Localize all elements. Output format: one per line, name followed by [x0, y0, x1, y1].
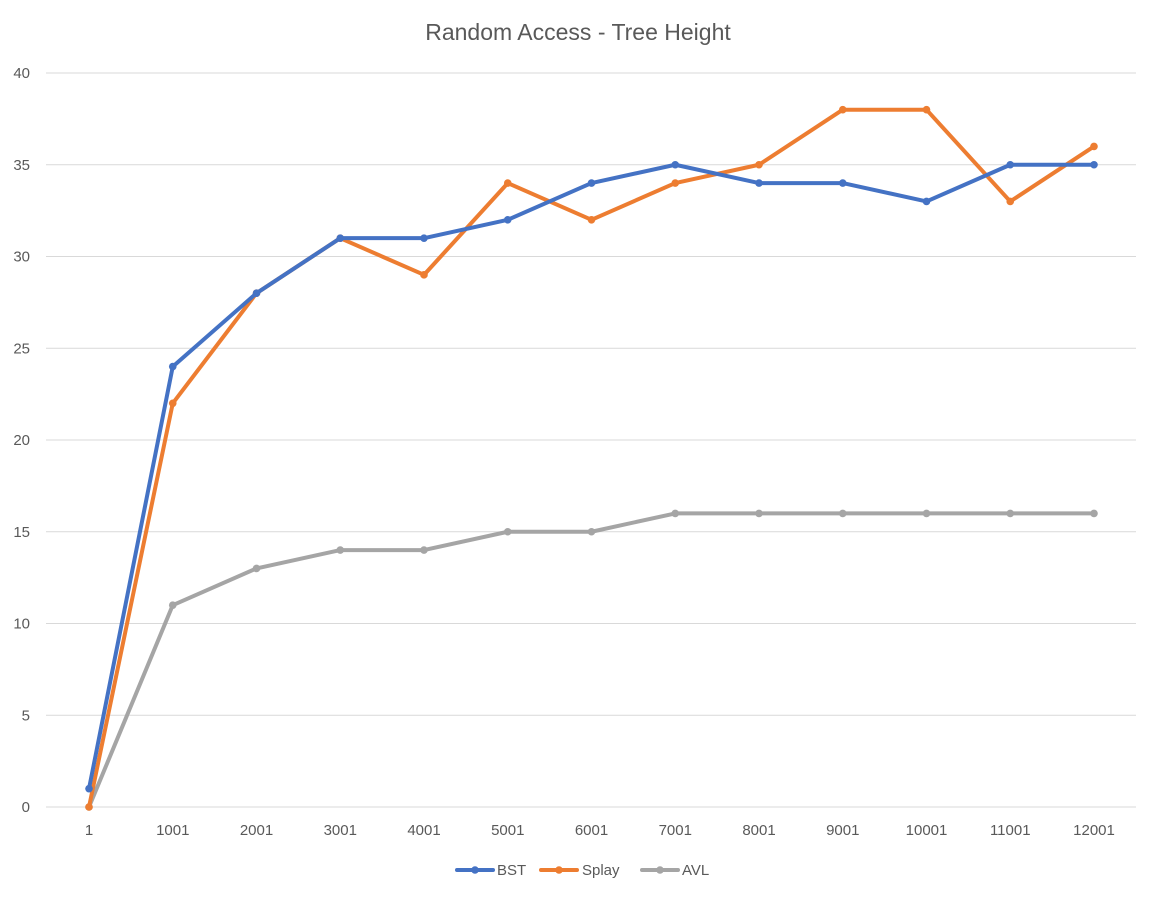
y-tick-label: 40	[13, 65, 30, 82]
series-line-avl	[87, 511, 1096, 809]
y-tick-label: 15	[13, 524, 30, 541]
series-splay	[85, 105, 1098, 811]
legend-marker-bst	[471, 866, 479, 874]
data-point-bst	[336, 234, 345, 242]
chart-title: Random Access - Tree Height	[425, 19, 731, 45]
x-tick-label: 1	[85, 822, 93, 839]
x-tick-label: 6001	[575, 822, 608, 839]
x-tick-label: 12001	[1073, 822, 1115, 839]
y-tick-label: 20	[13, 432, 30, 449]
x-tick-label: 8001	[742, 822, 775, 839]
legend-item-avl: AVL	[640, 862, 709, 879]
data-point-bst	[503, 216, 512, 224]
data-point-bst	[252, 289, 261, 298]
legend-marker-avl	[656, 866, 664, 874]
series-line-splay	[87, 107, 1096, 809]
x-tick-label: 5001	[491, 822, 524, 839]
data-point-bst	[85, 784, 93, 793]
data-point-bst	[168, 362, 177, 371]
data-point-splay	[503, 179, 512, 187]
data-point-avl	[503, 527, 512, 536]
legend: BST Splay AVL	[455, 862, 709, 879]
data-series	[85, 105, 1098, 811]
x-tick-label: 9001	[826, 822, 859, 839]
y-tick-label: 0	[22, 799, 30, 816]
gridlines	[46, 72, 1136, 808]
data-point-bst	[420, 234, 428, 242]
data-point-splay	[755, 160, 763, 169]
data-point-avl	[420, 546, 428, 554]
data-point-splay	[85, 803, 93, 811]
series-line-bst	[87, 162, 1096, 791]
legend-label-bst: BST	[497, 862, 526, 879]
data-point-bst	[1090, 160, 1098, 169]
data-point-bst	[1006, 160, 1015, 169]
x-tick-label: 10001	[906, 822, 948, 839]
data-point-avl	[252, 564, 261, 573]
data-point-avl	[168, 601, 177, 609]
data-point-avl	[336, 546, 345, 554]
x-tick-label: 2001	[240, 822, 273, 839]
data-point-avl	[838, 509, 847, 518]
x-axis-tick-labels: 1 1001 2001 3001 4001 5001 6001 7001 8001 9001 100…	[85, 822, 1115, 839]
data-point-avl	[755, 509, 763, 518]
legend-item-bst: BST	[455, 862, 526, 879]
data-point-splay	[1006, 197, 1015, 206]
x-tick-label: 4001	[407, 822, 440, 839]
legend-label-splay: Splay	[582, 862, 620, 879]
data-point-bst	[755, 179, 763, 187]
data-point-bst	[838, 179, 847, 187]
data-point-avl	[1006, 509, 1015, 518]
data-point-bst	[671, 160, 680, 169]
data-point-splay	[1090, 142, 1098, 151]
data-point-splay	[671, 179, 680, 187]
data-point-splay	[922, 105, 931, 114]
data-point-avl	[671, 509, 680, 518]
data-point-avl	[922, 509, 931, 518]
data-point-splay	[420, 271, 428, 279]
y-tick-label: 25	[13, 340, 30, 357]
y-tick-label: 30	[13, 249, 30, 266]
x-tick-label: 7001	[659, 822, 692, 839]
legend-marker-splay	[555, 866, 563, 874]
x-tick-label: 3001	[324, 822, 357, 839]
legend-label-avl: AVL	[682, 862, 709, 879]
legend-item-splay: Splay	[539, 862, 620, 879]
data-point-avl	[1090, 509, 1098, 518]
data-point-splay	[838, 105, 847, 114]
data-point-bst	[587, 179, 596, 187]
series-avl	[85, 509, 1098, 811]
y-tick-label: 5	[22, 707, 30, 724]
y-tick-label: 35	[13, 157, 30, 174]
series-bst	[85, 160, 1098, 793]
data-point-splay	[587, 216, 596, 224]
x-tick-label: 11001	[990, 822, 1031, 839]
x-tick-label: 1001	[156, 822, 189, 839]
data-point-bst	[922, 197, 931, 206]
data-point-avl	[587, 527, 596, 536]
y-tick-label: 10	[13, 616, 30, 633]
y-axis-tick-labels: 0 5 10 15 20 25 30 35 40	[13, 65, 30, 816]
data-point-splay	[168, 399, 177, 408]
